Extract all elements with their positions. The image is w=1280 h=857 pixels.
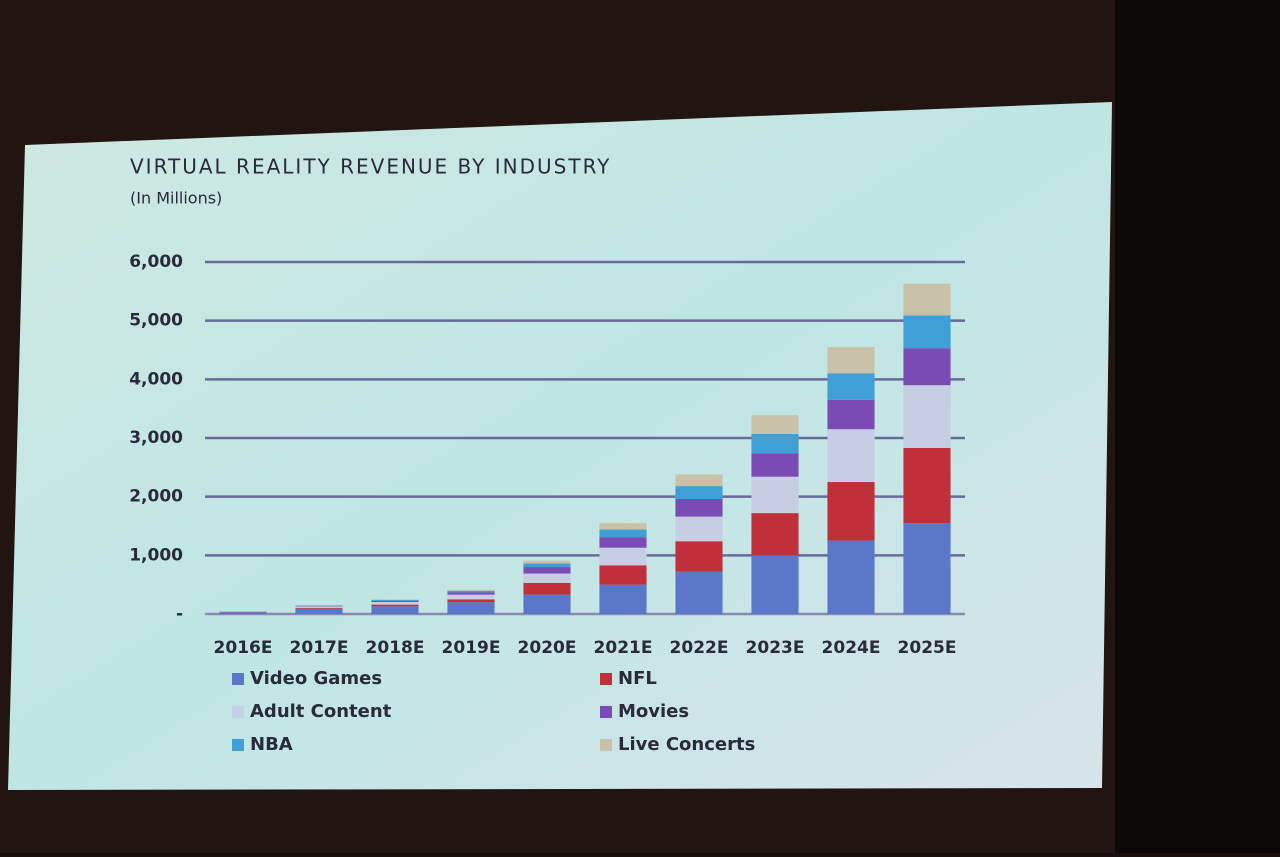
legend-label: Adult Content [250,701,392,722]
bar-segment [523,574,570,583]
y-tick-label: 4,000 [129,369,183,389]
bar-segment [371,602,418,605]
bar-segment [523,567,570,573]
legend-swatch [232,673,244,685]
bar-segment [523,561,570,564]
bar-segment [295,609,342,614]
x-tick-label: 2016E [214,638,273,658]
bar-segment [827,347,874,373]
wall [1115,0,1280,853]
bar-segment [371,599,418,600]
bar-segment [751,555,798,614]
bar-segment [447,595,494,600]
bar-segment [523,595,570,614]
legend-swatch [232,739,244,751]
bar-segment [447,602,494,614]
bar-segment [827,482,874,541]
legend-swatch [600,739,612,751]
bar-segment [675,474,722,486]
bar-segment [371,606,418,614]
chart-subtitle: (In Millions) [130,189,222,208]
bar-segment [371,601,418,602]
x-tick-label: 2017E [290,638,349,658]
legend-label: Video Games [250,668,382,689]
bar-segment [599,548,646,566]
x-tick-label: 2024E [822,638,881,658]
x-tick-label: 2020E [518,638,577,658]
x-tick-label: 2022E [670,638,729,658]
bar-segment [903,385,950,448]
bar-segment [827,429,874,482]
bar-segment [447,590,494,591]
chart-title: VIRTUAL REALITY REVENUE BY INDUSTRY [130,155,611,179]
bar-segment [903,284,950,316]
bar-segment [599,537,646,548]
y-tick-label: 6,000 [129,252,183,272]
bar-segment [827,541,874,614]
bar-segment [903,448,950,523]
legend-swatch [600,706,612,718]
bar-segment [751,513,798,555]
bar-segment [751,477,798,513]
y-tick-label: 5,000 [129,311,183,331]
y-tick-label: 3,000 [129,428,183,448]
y-tick-label: 1,000 [129,545,183,565]
bar-segment [447,592,494,594]
legend-label: Movies [618,701,689,722]
x-tick-label: 2023E [746,638,805,658]
bar-segment [903,348,950,385]
bar-segment [751,434,798,453]
legend-label: NBA [250,734,293,755]
bar-segment [751,453,798,476]
legend-swatch [232,706,244,718]
bar-segment [675,541,722,572]
bar-segment [599,565,646,584]
bar-segment [599,530,646,538]
bar-segment [219,612,266,614]
bar-segment [523,564,570,568]
y-tick-label: - [176,604,183,624]
bar-segment [599,585,646,614]
legend-label: NFL [618,668,657,689]
bar-segment [675,499,722,517]
legend-label: Live Concerts [618,734,755,755]
bar-segment [295,606,342,607]
x-tick-label: 2019E [442,638,501,658]
bar-segment [827,373,874,399]
bar-segment [675,572,722,614]
x-tick-label: 2021E [594,638,653,658]
x-tick-label: 2018E [366,638,425,658]
bar-segment [371,605,418,607]
bar-segment [675,517,722,542]
bar-segment [447,599,494,602]
x-tick-label: 2025E [898,638,957,658]
bar-segment [371,600,418,601]
bar-segment [523,583,570,595]
y-tick-label: 2,000 [129,487,183,507]
bar-segment [903,315,950,348]
bar-segment [295,608,342,609]
bar-segment [219,611,266,612]
bar-segment [675,486,722,499]
bar-segment [295,606,342,607]
bar-segment [447,591,494,592]
legend-swatch [600,673,612,685]
bar-segment [827,400,874,429]
bar-segment [599,523,646,529]
bar-segment [751,415,798,434]
bar-segment [903,523,950,614]
